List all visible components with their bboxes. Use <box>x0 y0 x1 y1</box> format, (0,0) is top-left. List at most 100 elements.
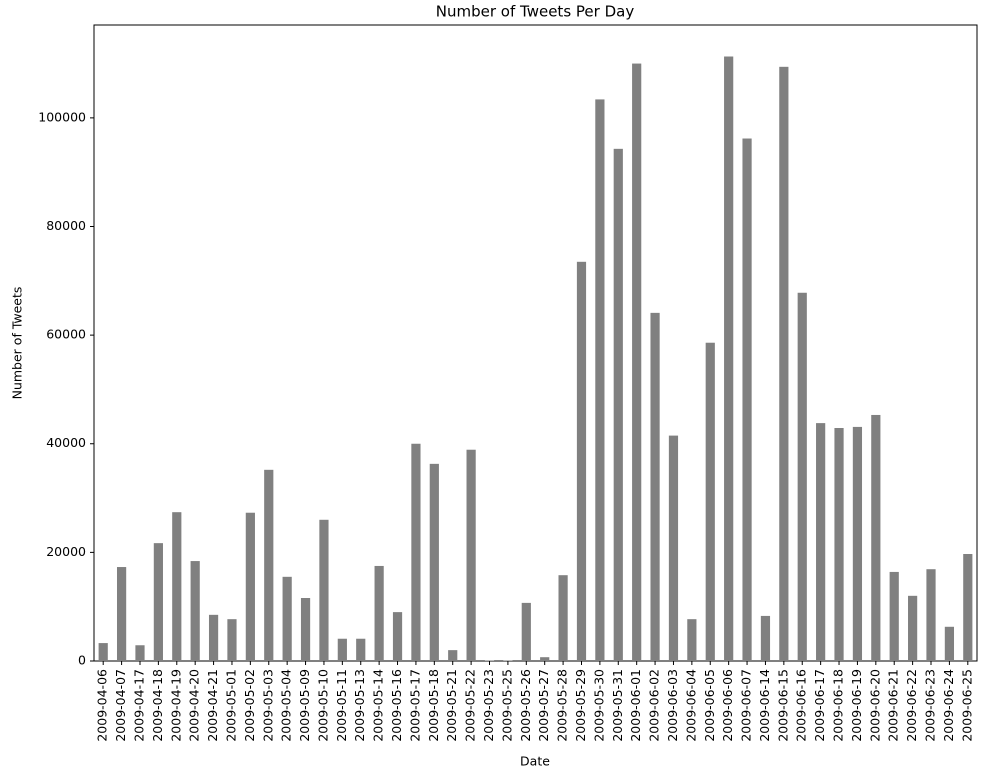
bar <box>705 342 715 661</box>
x-tick-label: 2009-05-04 <box>279 669 294 742</box>
x-tick-label: 2009-05-22 <box>463 669 478 742</box>
bar <box>760 615 771 661</box>
x-tick-label: 2009-05-13 <box>352 669 367 742</box>
x-tick-label: 2009-04-07 <box>113 669 128 742</box>
x-tick-label: 2009-06-18 <box>831 669 846 742</box>
x-tick-label: 2009-05-27 <box>536 669 551 742</box>
bar <box>871 414 881 661</box>
bar <box>797 292 807 661</box>
bar <box>503 660 513 661</box>
x-tick-label: 2009-05-03 <box>260 669 275 742</box>
x-tick-label: 2009-05-28 <box>555 669 570 742</box>
x-tick-label: 2009-05-23 <box>481 669 496 742</box>
plot-frame <box>93 24 978 662</box>
bar <box>834 427 844 661</box>
chart-title: Number of Tweets Per Day <box>436 3 635 21</box>
x-tick-label: 2009-06-20 <box>867 669 882 742</box>
x-tick-label: 2009-06-17 <box>812 669 827 742</box>
bar <box>779 66 789 661</box>
x-tick-label: 2009-06-02 <box>647 669 662 742</box>
x-tick-label: 2009-04-17 <box>131 669 146 742</box>
bar <box>521 602 531 661</box>
y-tick-label: 40000 <box>46 435 86 450</box>
bar <box>613 148 623 661</box>
bar <box>650 312 660 661</box>
bar <box>484 660 495 661</box>
bar <box>98 643 108 661</box>
bar <box>264 469 274 661</box>
bar <box>926 569 936 661</box>
bar <box>282 576 292 661</box>
bar <box>319 519 329 661</box>
x-tick-label: 2009-05-25 <box>499 669 514 742</box>
x-tick-label: 2009-05-21 <box>444 669 459 742</box>
y-tick-label: 20000 <box>46 544 86 559</box>
x-tick-label: 2009-06-19 <box>849 669 864 742</box>
bar <box>208 614 219 661</box>
x-tick-label: 2009-06-05 <box>702 669 717 742</box>
bar <box>687 619 697 661</box>
bar <box>172 512 182 661</box>
bar <box>724 56 734 661</box>
x-tick-label: 2009-05-17 <box>407 669 422 742</box>
y-axis-label: Number of Tweets <box>10 287 25 400</box>
bar <box>668 435 679 661</box>
x-tick-label: 2009-06-07 <box>739 669 754 742</box>
bar <box>135 645 145 661</box>
bar <box>245 512 255 661</box>
bar <box>466 449 476 661</box>
bar <box>116 567 127 661</box>
bar <box>742 138 752 661</box>
bar <box>227 619 237 661</box>
x-tick-label: 2009-05-18 <box>426 669 441 742</box>
x-tick-label: 2009-05-10 <box>315 669 330 742</box>
bar <box>576 261 587 661</box>
x-tick-label: 2009-04-18 <box>150 669 165 742</box>
bar <box>300 597 311 661</box>
y-tick-label: 0 <box>78 653 86 668</box>
x-tick-label: 2009-06-16 <box>794 669 809 742</box>
x-tick-label: 2009-06-15 <box>775 669 790 742</box>
x-tick-label: 2009-05-01 <box>223 669 238 742</box>
x-tick-label: 2009-05-29 <box>573 669 588 742</box>
x-tick-label: 2009-06-25 <box>959 669 974 742</box>
bar <box>816 423 826 661</box>
x-tick-label: 2009-05-02 <box>242 669 257 742</box>
bar <box>337 638 347 661</box>
x-tick-label: 2009-06-06 <box>720 669 735 742</box>
x-tick-label: 2009-06-21 <box>886 669 901 742</box>
x-tick-label: 2009-04-20 <box>187 669 202 742</box>
bar <box>852 426 863 661</box>
x-tick-label: 2009-05-31 <box>610 669 625 742</box>
bar <box>448 650 458 661</box>
x-tick-label: 2009-06-04 <box>683 669 698 742</box>
bar <box>963 554 973 661</box>
y-tick-label: 60000 <box>46 327 86 342</box>
bar <box>411 443 421 661</box>
x-tick-label: 2009-06-01 <box>628 669 643 742</box>
bar <box>153 543 163 661</box>
bar <box>374 565 384 661</box>
x-tick-label: 2009-06-24 <box>941 669 956 742</box>
bar <box>908 595 918 661</box>
x-tick-label: 2009-05-09 <box>297 669 312 742</box>
x-tick-label: 2009-06-22 <box>904 669 919 742</box>
bar <box>632 63 642 662</box>
bar <box>944 626 955 661</box>
x-axis-label: Date <box>520 754 550 769</box>
bar <box>889 571 899 661</box>
x-tick-label: 2009-06-03 <box>665 669 680 742</box>
x-tick-label: 2009-05-11 <box>334 669 349 742</box>
bar <box>429 463 439 661</box>
bar <box>356 638 366 661</box>
bar <box>558 575 568 661</box>
x-tick-label: 2009-05-16 <box>389 669 404 742</box>
x-tick-label: 2009-04-19 <box>168 669 183 742</box>
y-tick-label: 80000 <box>46 218 86 233</box>
y-tick-label: 100000 <box>38 109 86 124</box>
bar <box>392 612 403 661</box>
x-tick-label: 2009-06-23 <box>923 669 938 742</box>
x-tick-label: 2009-05-26 <box>518 669 533 742</box>
x-tick-label: 2009-06-14 <box>757 669 772 742</box>
